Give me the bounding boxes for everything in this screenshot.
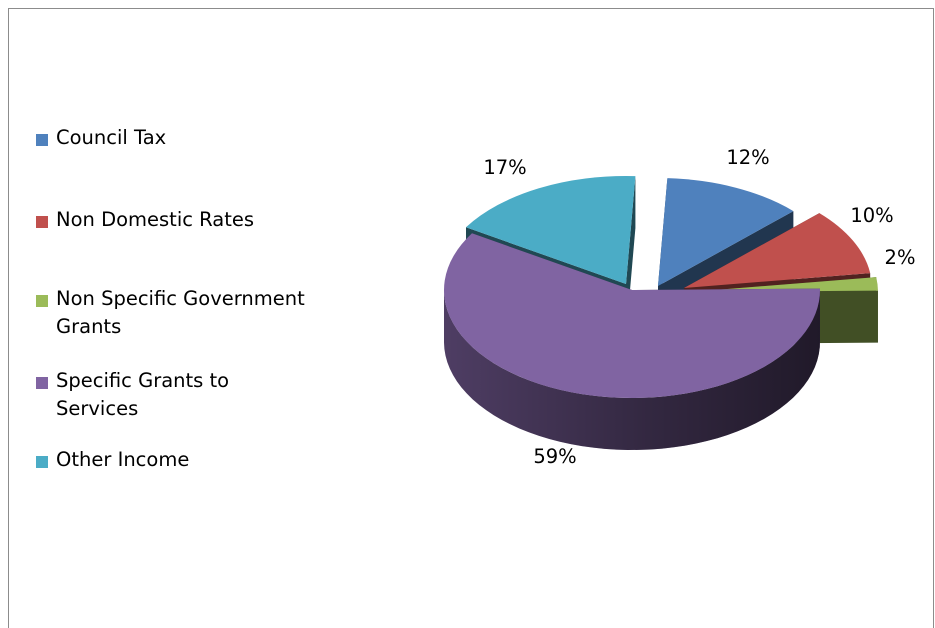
- data-label-non-domestic-rates: 10%: [850, 204, 893, 227]
- data-label-specific-grants-to-services: 59%: [533, 445, 576, 468]
- data-label-council-tax: 12%: [726, 146, 769, 169]
- data-label-non-specific-government-grants: 2%: [885, 246, 916, 269]
- pie-slices-group: [444, 176, 878, 450]
- data-label-other-income: 17%: [483, 156, 526, 179]
